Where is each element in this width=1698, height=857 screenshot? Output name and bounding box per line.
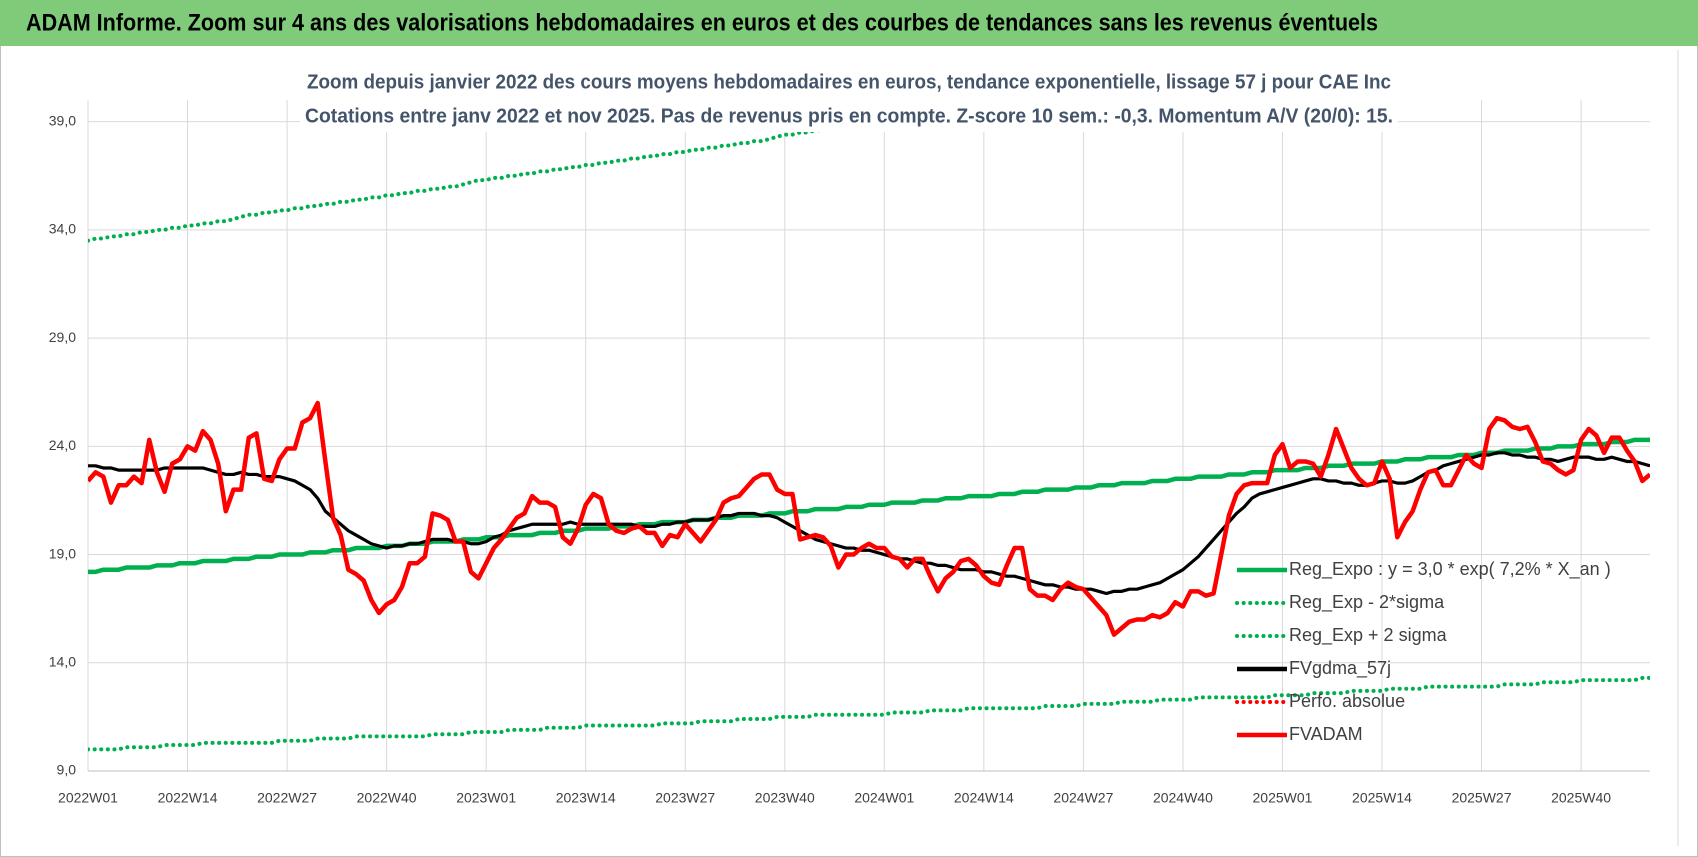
x-tick-label: 2024W27 — [1053, 790, 1113, 806]
series-line — [88, 675, 1650, 752]
subtitle-box — [300, 64, 1398, 132]
header-band — [0, 0, 1698, 46]
x-tick-label: 2022W40 — [357, 790, 417, 806]
legend-label: Reg_Expo : y = 3,0 * exp( 7,2% * X_an ) — [1289, 559, 1611, 580]
legend-label: Reg_Exp - 2*sigma — [1289, 592, 1445, 613]
header-title: ADAM Informe. Zoom sur 4 ans des valoris… — [26, 9, 1378, 36]
y-tick-label: 29,0 — [49, 329, 76, 345]
series-line — [88, 400, 1650, 637]
y-tick-label: 34,0 — [49, 221, 76, 237]
x-tick-label: 2025W01 — [1253, 790, 1313, 806]
y-tick-label: 39,0 — [49, 112, 76, 128]
x-tick-label: 2024W40 — [1153, 790, 1213, 806]
x-tick-label: 2023W40 — [755, 790, 815, 806]
legend-label: FVADAM — [1289, 724, 1363, 744]
y-tick-label: 9,0 — [57, 762, 77, 778]
chart-subtitle: Cotations entre janv 2022 et nov 2025. P… — [305, 105, 1393, 127]
x-tick-label: 2024W14 — [954, 790, 1014, 806]
x-tick-label: 2022W01 — [58, 790, 118, 806]
y-tick-label: 19,0 — [49, 545, 76, 561]
chart-subtitle: Zoom depuis janvier 2022 des cours moyen… — [307, 71, 1391, 93]
x-tick-label: 2023W14 — [556, 790, 616, 806]
x-tick-label: 2025W14 — [1352, 790, 1412, 806]
x-tick-label: 2025W40 — [1551, 790, 1611, 806]
legend-label: Reg_Exp + 2 sigma — [1289, 625, 1448, 646]
y-tick-label: 24,0 — [49, 437, 76, 453]
x-tick-label: 2023W27 — [655, 790, 715, 806]
legend-label: Perfo. absolue — [1289, 691, 1405, 711]
x-tick-label: 2022W14 — [158, 790, 218, 806]
y-tick-label: 14,0 — [49, 653, 76, 669]
x-tick-label: 2023W01 — [456, 790, 516, 806]
x-tick-label: 2024W01 — [854, 790, 914, 806]
series-line — [88, 437, 1650, 575]
x-tick-label: 2022W27 — [257, 790, 317, 806]
x-tick-label: 2025W27 — [1452, 790, 1512, 806]
legend-label: FVgdma_57j — [1289, 658, 1391, 679]
